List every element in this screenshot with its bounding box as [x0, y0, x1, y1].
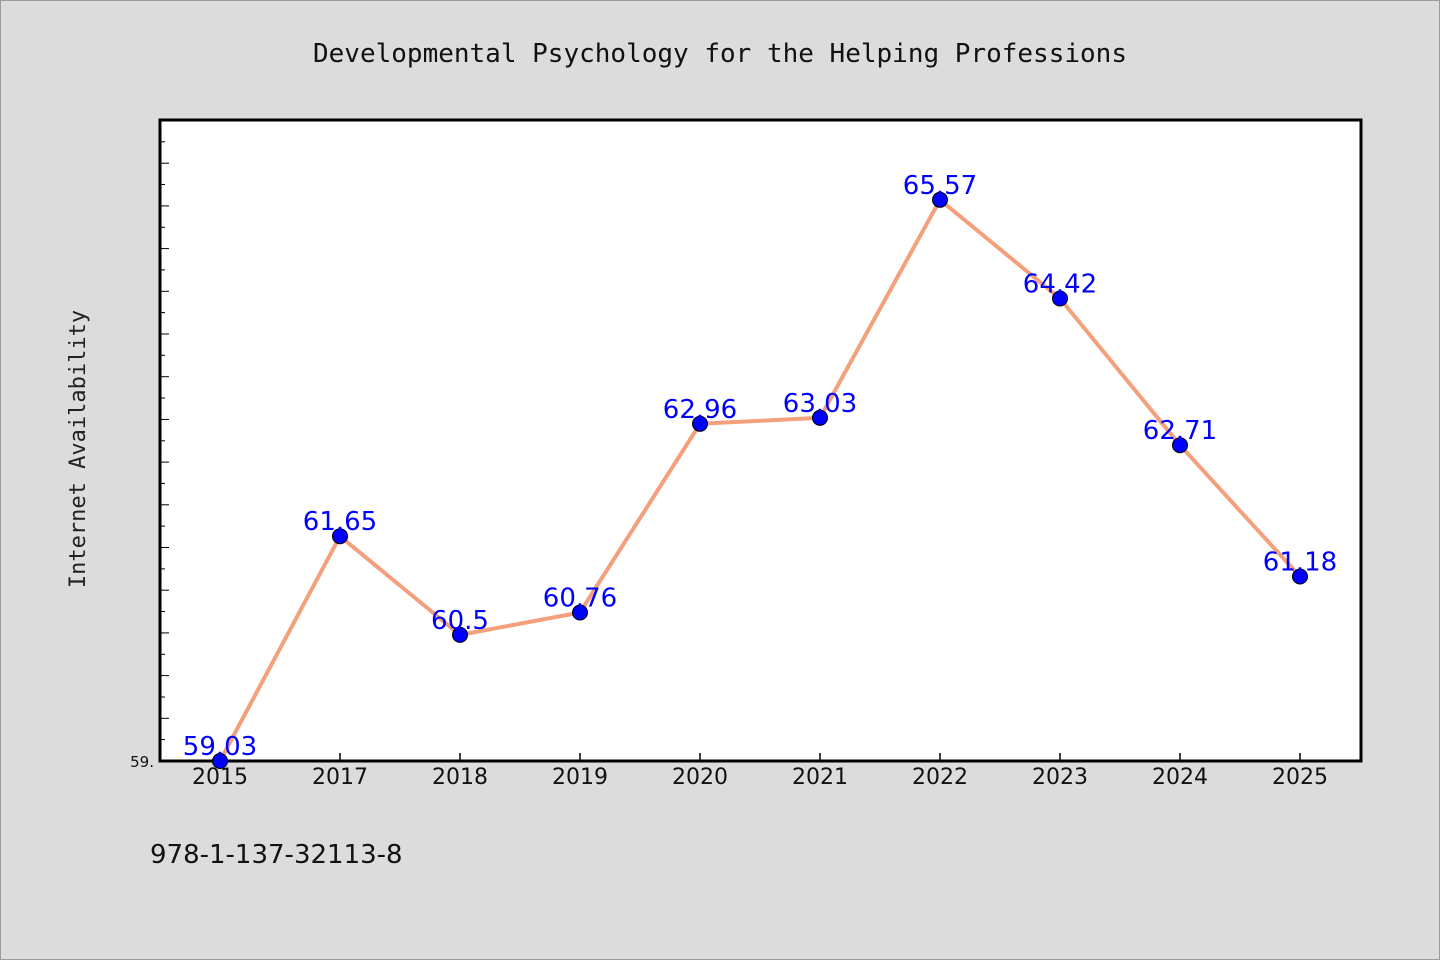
- data-point: [932, 191, 948, 208]
- data-label: 63.03: [783, 389, 857, 419]
- data-series: 59.03 61.65 60.5 60.76 62.96 63.03 65.57 64.42 6…: [183, 171, 1337, 769]
- data-point: [452, 626, 468, 643]
- series-line: [218, 197, 1302, 762]
- isbn-text: 978-1-137-32113-8: [150, 840, 403, 870]
- x-tick-label: 2022: [912, 765, 968, 790]
- x-tick-label: 2015: [192, 765, 248, 790]
- data-point: [212, 753, 228, 769]
- x-tick-label: 2018: [432, 765, 488, 790]
- x-tick-label: 2023: [1032, 765, 1088, 790]
- data-point: [812, 409, 828, 426]
- data-label: 64.42: [1023, 270, 1097, 300]
- y-axis-ticks: [160, 141, 169, 762]
- data-point: [1292, 568, 1308, 585]
- data-point: [1172, 437, 1188, 454]
- x-tick-label: 2024: [1152, 765, 1208, 790]
- data-point: [692, 415, 708, 432]
- data-point: [1052, 290, 1068, 307]
- data-label: 59.03: [183, 732, 257, 762]
- x-tick-label: 2019: [552, 765, 608, 790]
- data-label: 65.57: [903, 171, 977, 201]
- data-label: 62.96: [663, 395, 737, 425]
- x-tick-label: 2021: [792, 765, 848, 790]
- x-tick-label: 2017: [312, 765, 368, 790]
- data-label: 60.76: [543, 584, 617, 614]
- x-tick-label: 2025: [1272, 765, 1328, 790]
- x-axis-ticks: 2015 2017 2018 2019 2020 2021 2022 2023 2024 2025: [192, 753, 1328, 790]
- data-point: [332, 528, 348, 545]
- x-tick-label: 2020: [672, 765, 728, 790]
- data-label: 60.5: [431, 606, 489, 636]
- data-label: 62.71: [1143, 416, 1217, 446]
- y-tick-label: 59.: [130, 753, 154, 771]
- chart-title: Developmental Psychology for the Helping…: [313, 39, 1127, 69]
- data-label: 61.65: [303, 507, 377, 537]
- y-axis-label: Internet Availability: [66, 310, 91, 588]
- plot-area: [158, 118, 1363, 763]
- data-point: [572, 604, 588, 621]
- data-label: 61.18: [1263, 548, 1337, 578]
